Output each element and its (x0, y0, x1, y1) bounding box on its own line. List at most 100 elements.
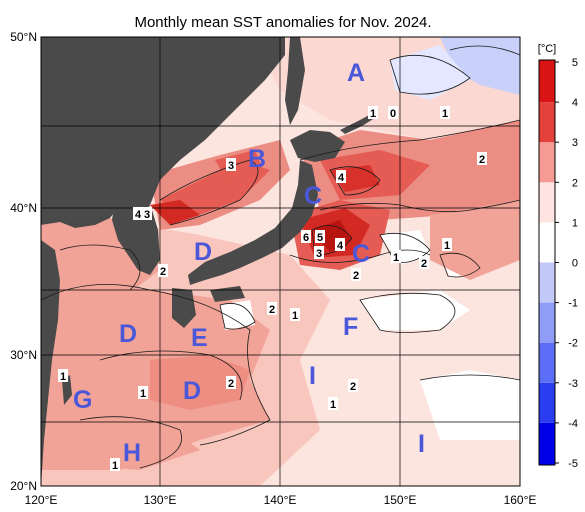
region-label-d: D (194, 238, 212, 266)
svg-text:2: 2 (350, 381, 356, 393)
china-coast (41, 240, 60, 486)
region-label-c: C (304, 182, 322, 210)
contour-value-label: 4 (335, 238, 345, 252)
colorbar-tick-label: -4 (568, 418, 578, 430)
contour-value-label: 1 (110, 458, 120, 472)
colorbar-tick-label: -1 (568, 298, 578, 310)
svg-text:1: 1 (370, 108, 376, 120)
colorbar-swatch (539, 142, 555, 183)
lon-label: 150°E (384, 493, 417, 507)
region-label-b: B (248, 145, 266, 173)
svg-text:4: 4 (135, 209, 142, 221)
colorbar-swatches (539, 60, 555, 465)
contour-value-label: 1 (440, 106, 450, 120)
region-label-h: H (123, 439, 141, 467)
region-labels: A B C C D D D D E F G H I I (73, 59, 425, 467)
contour-value-label: 2 (348, 379, 358, 393)
svg-text:0: 0 (390, 108, 396, 120)
lon-label: 160°E (504, 493, 537, 507)
continent-landmass (41, 37, 285, 228)
colorbar-swatch (539, 60, 555, 103)
latitude-axis: 50°N 40°N 30°N 20°N (10, 30, 37, 493)
colorbar-swatch (539, 422, 555, 465)
svg-text:4: 4 (338, 172, 345, 184)
region-label-d: D (183, 377, 201, 405)
colorbar-tick-labels: 5 4 3 2 1 0 -1 -2 -3 -4 -5 (555, 57, 578, 470)
region-label-d: D (119, 320, 137, 348)
colorbar-tick-label: -3 (568, 378, 578, 390)
svg-text:1: 1 (444, 240, 450, 252)
lat-label: 50°N (10, 30, 37, 44)
colorbar-swatch (539, 182, 555, 223)
contour-value-label: 1 (138, 386, 148, 400)
contour-value-label: 1 (328, 397, 338, 411)
colorbar-tick-label: 5 (572, 57, 578, 69)
colorbar-unit: [°C] (538, 43, 556, 55)
svg-text:3: 3 (316, 248, 322, 260)
contour-value-label: 2 (267, 302, 277, 316)
svg-text:2: 2 (160, 266, 166, 278)
kyushu-island (172, 288, 196, 328)
colorbar-swatch (539, 102, 555, 143)
svg-text:2: 2 (269, 304, 275, 316)
contour-value-label: 1 (391, 250, 401, 264)
lon-label: 120°E (25, 493, 58, 507)
lat-label: 30°N (10, 348, 37, 362)
contour-value-label: 2 (351, 268, 361, 282)
grid-lines (41, 37, 520, 486)
colorbar-tick-label: -2 (568, 338, 578, 350)
contour-value-label: 6 (301, 230, 311, 244)
svg-text:2: 2 (228, 378, 234, 390)
svg-text:3: 3 (144, 209, 150, 221)
colorbar-swatch (539, 262, 555, 303)
region-label-i: I (418, 430, 425, 458)
colorbar-swatch (539, 342, 555, 383)
region-label-a: A (347, 59, 365, 87)
region-label-e: E (191, 324, 208, 352)
colorbar-tick-label: 2 (572, 177, 578, 189)
contour-value-label: 2 (477, 152, 487, 166)
contour-value-label: 1 (58, 369, 68, 383)
contour-value-label: 1 (442, 238, 452, 252)
colorbar-tick-label: 0 (572, 258, 578, 270)
svg-text:3: 3 (228, 160, 234, 172)
colorbar-tick-label: 1 (572, 217, 578, 229)
region-label-c: C (352, 240, 370, 268)
honshu-island (188, 160, 318, 285)
svg-text:2: 2 (479, 154, 485, 166)
contour-value-label: 3 (314, 246, 324, 260)
colorbar-swatch (539, 302, 555, 343)
contour-value-label: 4 (133, 207, 143, 221)
contour-value-labels: 10123434265341221212121111 (58, 106, 487, 472)
anomaly-fill-layers (41, 37, 520, 486)
colorbar-tick-label: 3 (572, 137, 578, 149)
colorbar: [°C] 5 4 3 2 1 0 -1 -2 -3 -4 -5 (538, 43, 578, 470)
colorbar-swatch (539, 222, 555, 263)
svg-text:1: 1 (442, 108, 448, 120)
region-label-g: G (73, 386, 92, 414)
contour-value-label: 1 (290, 308, 300, 322)
region-label-f: F (343, 313, 358, 341)
lat-label: 40°N (10, 201, 37, 215)
contour-value-label: 2 (419, 256, 429, 270)
region-label-i: I (309, 362, 316, 390)
svg-text:1: 1 (292, 310, 298, 322)
lon-label: 130°E (144, 493, 177, 507)
map-title: Monthly mean SST anomalies for Nov. 2024… (134, 14, 431, 31)
svg-text:1: 1 (330, 399, 336, 411)
lon-label: 140°E (264, 493, 297, 507)
contour-value-label: 3 (226, 158, 236, 172)
plot-frame (40, 36, 521, 487)
sakhalin-island (285, 37, 305, 125)
svg-text:1: 1 (140, 388, 146, 400)
svg-text:1: 1 (112, 460, 118, 472)
colorbar-swatch (539, 382, 555, 423)
colorbar-tick-label: 4 (572, 97, 578, 109)
longitude-axis: 120°E 130°E 140°E 150°E 160°E (25, 493, 537, 507)
contour-value-label: 2 (158, 264, 168, 278)
contour-value-label: 0 (388, 106, 398, 120)
taiwan-island (62, 375, 72, 405)
svg-text:1: 1 (393, 252, 399, 264)
svg-text:1: 1 (60, 371, 66, 383)
